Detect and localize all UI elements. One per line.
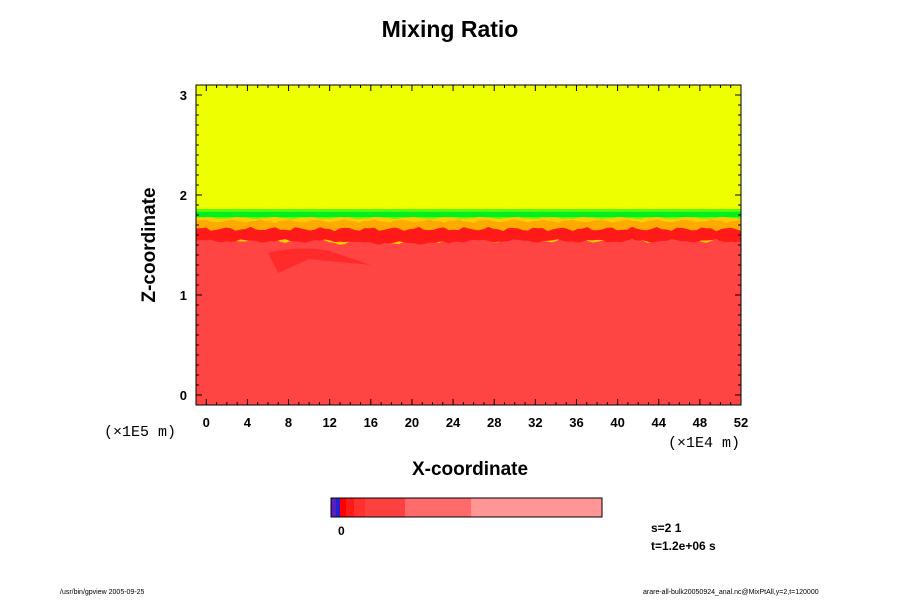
x-tick-label: 0: [203, 415, 210, 430]
region-upper: [196, 85, 741, 215]
y-axis-unit: (×1E5 m): [104, 424, 177, 441]
chart-title: Mixing Ratio: [381, 16, 519, 42]
x-tick-label: 8: [285, 415, 292, 430]
x-tick-label: 24: [446, 415, 461, 430]
x-tick-label: 12: [322, 415, 336, 430]
colorbar-frame: [330, 497, 603, 518]
x-tick-label: 4: [244, 415, 252, 430]
y-tick-label: 1: [180, 288, 187, 303]
y-tick-label: 3: [180, 88, 187, 103]
footer-source: arare-all-bulk20050924_anal.nc@MixPtAll,…: [643, 589, 819, 596]
footer-program: /usr/bin/gpview 2005-09-25: [60, 589, 145, 596]
colorbar-label: 0: [338, 524, 345, 538]
colorbar-segment: [346, 498, 354, 517]
x-axis-unit: (×1E4 m): [668, 435, 741, 452]
x-tick-label: 36: [569, 415, 583, 430]
x-tick-label: 40: [610, 415, 624, 430]
region-cloud-base: [196, 226, 741, 245]
y-tick-label: 2: [180, 188, 187, 203]
x-axis-ticks: [195, 85, 742, 405]
x-tick-label: 52: [734, 415, 748, 430]
y-axis-label: Z-coordinate: [139, 187, 160, 303]
y-tick-label: 0: [180, 388, 187, 403]
colorbar-segment: [471, 498, 602, 517]
colorbar: [330, 497, 603, 518]
colorbar-segment: [365, 498, 405, 517]
colorbar-segment: [331, 498, 336, 517]
t-label: t=1.2e+06 s: [651, 539, 716, 553]
colorbar-segment: [340, 498, 346, 517]
x-tick-label: 44: [652, 415, 667, 430]
region-patch: [267, 248, 371, 273]
x-tick-label: 20: [405, 415, 419, 430]
y-axis-tick-labels: 0 1 2 3: [180, 88, 187, 403]
region-transition: [196, 212, 741, 217]
x-axis-label: X-coordinate: [411, 459, 529, 480]
x-tick-label: 16: [364, 415, 378, 430]
x-axis-tick-labels: 0 4 8 12 16 20 24 28 32 36 40 44 48 52: [203, 415, 749, 430]
x-tick-label: 28: [487, 415, 501, 430]
x-tick-label: 32: [528, 415, 542, 430]
heatmap-field: [196, 85, 741, 405]
colorbar-segment: [336, 498, 340, 517]
s-label: s=2 1: [651, 521, 682, 535]
y-axis-ticks: [196, 84, 741, 406]
colorbar-segment: [354, 498, 365, 517]
colorbar-segment: [405, 498, 471, 517]
x-tick-label: 48: [693, 415, 707, 430]
